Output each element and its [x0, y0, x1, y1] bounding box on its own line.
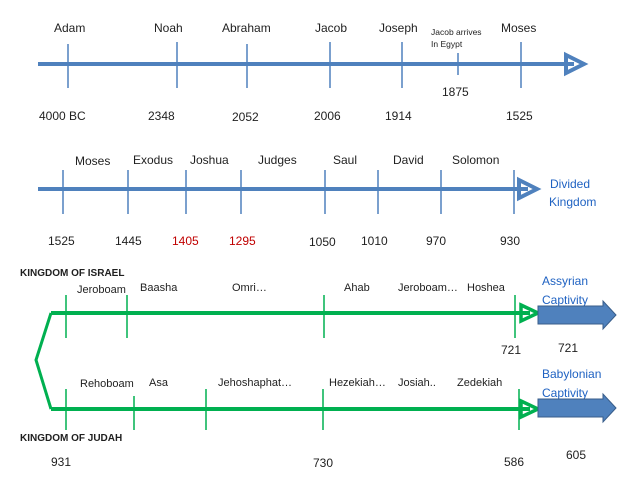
king-hezekiah: Hezekiah…	[329, 377, 386, 389]
timeline-1: Adam Noah Abraham Jacob Joseph Moses Jac…	[38, 21, 589, 124]
egypt-note-line-1: Jacob arrives	[431, 27, 482, 37]
kingdom-of-israel-title: KINGDOM OF ISRAEL	[20, 268, 124, 279]
kingdom-of-judah-title: KINGDOM OF JUDAH	[20, 433, 122, 444]
split-connector	[34, 312, 53, 410]
king-josiah: Josiah..	[398, 377, 436, 389]
king-asa: Asa	[149, 377, 169, 389]
timeline-2: Moses Exodus Joshua Judges Saul David So…	[38, 153, 596, 249]
name-joseph: Joseph	[379, 21, 418, 35]
assyrian-captivity-line-2: Captivity	[542, 293, 588, 307]
judah-ticks	[65, 389, 520, 430]
king-jehoshaphat: Jehoshaphat…	[218, 377, 292, 389]
judah-year-730: 730	[313, 456, 333, 470]
divided-kingdom-line-2: Kingdom	[549, 195, 596, 209]
year-1405: 1405	[172, 234, 199, 248]
name-saul: Saul	[333, 153, 357, 167]
year-1445: 1445	[115, 234, 142, 248]
king-rehoboam: Rehoboam	[80, 378, 134, 390]
year-970: 970	[426, 234, 446, 248]
king-zedekiah: Zedekiah	[457, 377, 502, 389]
king-omri: Omri…	[232, 282, 267, 294]
assyrian-year-721: 721	[558, 341, 578, 355]
king-baasha: Baasha	[140, 282, 178, 294]
king-hoshea: Hoshea	[467, 282, 506, 294]
israel-year-721: 721	[501, 343, 521, 357]
year-2348: 2348	[148, 109, 175, 123]
timeline-1-arrowhead	[564, 51, 589, 77]
year-1914: 1914	[385, 109, 412, 123]
king-jeroboam-2: Jeroboam…	[398, 282, 458, 294]
name-joshua: Joshua	[190, 153, 229, 167]
name-judges: Judges	[258, 153, 297, 167]
year-1875: 1875	[442, 85, 469, 99]
judah-year-931: 931	[51, 455, 71, 469]
year-2006: 2006	[314, 109, 341, 123]
name-moses-2: Moses	[75, 154, 110, 168]
timeline-1-ticks	[67, 42, 522, 88]
divided-kingdom-line-1: Divided	[550, 177, 590, 191]
year-930: 930	[500, 234, 520, 248]
babylonian-captivity-line-2: Captivity	[542, 386, 588, 400]
name-abraham: Abraham	[222, 21, 271, 35]
timeline-2-ticks	[62, 170, 515, 214]
year-1010: 1010	[361, 234, 388, 248]
name-david: David	[393, 153, 424, 167]
divided-kingdoms: KINGDOM OF ISRAEL Jeroboam Baasha Omri… …	[20, 268, 617, 470]
babylonian-arrow-box	[537, 392, 617, 424]
israel-arrowhead	[519, 302, 543, 324]
judah-arrowhead	[519, 398, 543, 420]
timeline-2-arrowhead	[517, 176, 542, 202]
name-adam: Adam	[54, 21, 85, 35]
king-jeroboam: Jeroboam	[77, 284, 126, 296]
year-4000bc: 4000 BC	[39, 109, 86, 123]
babylonian-captivity-line-1: Babylonian	[542, 367, 601, 381]
king-ahab: Ahab	[344, 282, 370, 294]
year-1295: 1295	[229, 234, 256, 248]
egypt-note-line-2: In Egypt	[431, 39, 463, 49]
israel-ticks	[65, 295, 516, 338]
year-1525: 1525	[48, 234, 75, 248]
name-noah: Noah	[154, 21, 183, 35]
year-1050: 1050	[309, 235, 336, 249]
judah-year-586: 586	[504, 455, 524, 469]
assyrian-arrow-box	[537, 299, 617, 331]
year-2052: 2052	[232, 110, 259, 124]
year-1525-top: 1525	[506, 109, 533, 123]
name-exodus: Exodus	[133, 153, 173, 167]
babylonian-year-605: 605	[566, 448, 586, 462]
name-jacob: Jacob	[315, 21, 347, 35]
name-solomon: Solomon	[452, 153, 499, 167]
assyrian-captivity-line-1: Assyrian	[542, 274, 588, 288]
name-moses: Moses	[501, 21, 536, 35]
